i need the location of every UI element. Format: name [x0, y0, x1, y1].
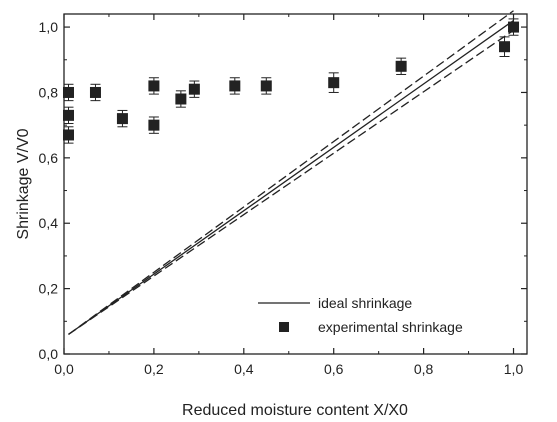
legend-marker-experimental [279, 322, 289, 332]
data-points [62, 18, 520, 144]
data-point [116, 113, 128, 125]
y-tick-label: 0,6 [39, 150, 59, 166]
y-tick-label: 0,0 [39, 346, 59, 362]
y-ticks: 0,0 0,2 0,4 0,6 0,8 1,0 [39, 19, 527, 362]
data-point [229, 80, 241, 92]
data-point [62, 86, 74, 98]
legend-label-experimental: experimental shrinkage [318, 319, 463, 335]
series-lines [68, 10, 514, 335]
data-point [148, 119, 160, 131]
data-point [175, 93, 187, 105]
y-tick-label: 1,0 [39, 19, 59, 35]
y-tick-label: 0,8 [39, 84, 59, 100]
legend-label-ideal: ideal shrinkage [318, 295, 412, 311]
data-point [148, 80, 160, 92]
data-point [62, 109, 74, 121]
x-tick-label: 0,0 [54, 361, 74, 377]
confidence-line-1 [68, 10, 514, 335]
confidence-line-2 [68, 29, 514, 335]
data-point [395, 60, 407, 72]
x-tick-label: 0,2 [144, 361, 164, 377]
y-tick-label: 0,4 [39, 215, 59, 231]
data-point [499, 41, 511, 53]
data-point [62, 129, 74, 141]
x-tick-label: 0,4 [234, 361, 254, 377]
y-tick-label: 0,2 [39, 281, 59, 297]
ideal-shrinkage-line [68, 20, 514, 335]
data-point [188, 83, 200, 95]
x-axis-title: Reduced moisture content X/X0 [182, 402, 408, 419]
x-tick-label: 0,6 [324, 361, 344, 377]
data-point [260, 80, 272, 92]
data-point [89, 86, 101, 98]
x-ticks: 0,0 0,2 0,4 0,6 0,8 1,0 [54, 14, 523, 377]
x-tick-label: 0,8 [414, 361, 434, 377]
y-axis-title: Shrinkage V/V0 [15, 128, 32, 239]
plot-frame [63, 13, 528, 355]
legend: ideal shrinkage experimental shrinkage [258, 295, 463, 335]
x-tick-label: 1,0 [504, 361, 524, 377]
data-point [328, 77, 340, 89]
data-point [508, 21, 520, 33]
